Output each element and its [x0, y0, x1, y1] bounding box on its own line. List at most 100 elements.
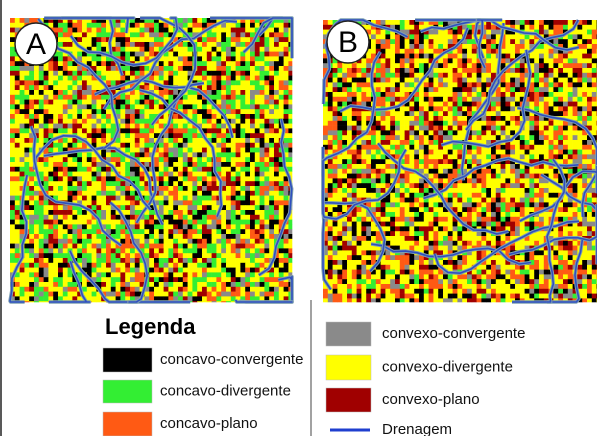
map-cell	[96, 138, 101, 143]
map-cell	[376, 39, 381, 44]
map-cell	[549, 58, 554, 63]
map-cell	[448, 97, 453, 102]
map-cell	[226, 66, 231, 71]
map-cell	[231, 162, 236, 167]
map-cell	[216, 61, 221, 66]
map-cell	[240, 244, 245, 249]
map-cell	[24, 272, 29, 277]
map-cell	[68, 28, 73, 33]
map-cell	[15, 239, 20, 244]
map-cell	[39, 272, 44, 277]
map-cell	[82, 85, 87, 90]
map-cell	[164, 215, 169, 220]
map-cell	[529, 20, 534, 25]
map-cell	[87, 287, 92, 292]
map-cell	[34, 210, 39, 215]
map-cell	[236, 287, 241, 292]
map-cell	[260, 95, 265, 100]
map-cell	[534, 63, 539, 68]
map-cell	[125, 277, 130, 282]
map-cell	[260, 128, 265, 133]
map-cell	[269, 282, 274, 287]
map-cell	[558, 82, 563, 87]
map-cell	[284, 239, 289, 244]
map-cell	[587, 34, 592, 39]
map-cell	[188, 124, 193, 129]
map-cell	[395, 68, 400, 73]
map-cell	[159, 23, 164, 28]
map-cell	[58, 114, 63, 119]
map-cell	[178, 167, 183, 172]
map-cell	[24, 76, 29, 81]
map-cell	[245, 80, 250, 85]
map-cell	[539, 25, 544, 30]
map-cell	[342, 102, 347, 107]
map-cell	[376, 63, 381, 68]
map-cell	[240, 23, 245, 28]
map-cell	[178, 205, 183, 210]
map-cell	[44, 181, 49, 186]
map-cell	[82, 263, 87, 268]
map-cell	[226, 200, 231, 205]
map-cell	[231, 191, 236, 196]
map-cell	[328, 78, 333, 83]
map-cell	[486, 78, 491, 83]
map-cell	[192, 104, 197, 109]
map-cell	[544, 54, 549, 59]
map-cell	[269, 272, 274, 277]
map-cell	[24, 200, 29, 205]
map-cell	[39, 287, 44, 292]
map-cell	[231, 143, 236, 148]
map-cell	[505, 82, 510, 87]
map-cell	[188, 152, 193, 157]
map-cell	[130, 253, 135, 258]
map-cell	[15, 253, 20, 258]
map-cell	[212, 263, 217, 268]
map-cell	[53, 90, 58, 95]
map-cell	[231, 292, 236, 297]
map-cell	[510, 68, 515, 73]
map-cell	[202, 234, 207, 239]
map-cell	[390, 87, 395, 92]
map-cell	[202, 61, 207, 66]
map-cell	[178, 18, 183, 23]
map-cell	[255, 186, 260, 191]
map-cell	[240, 272, 245, 277]
map-cell	[337, 92, 342, 97]
map-cell	[197, 109, 202, 114]
map-cell	[39, 119, 44, 124]
map-cell	[135, 234, 140, 239]
map-cell	[255, 61, 260, 66]
map-cell	[48, 287, 53, 292]
map-cell	[178, 124, 183, 129]
map-cell	[72, 186, 77, 191]
map-cell	[284, 28, 289, 33]
map-cell	[385, 54, 390, 59]
map-cell	[44, 282, 49, 287]
map-cell	[10, 114, 15, 119]
map-cell	[279, 268, 284, 273]
map-cell	[274, 210, 279, 215]
map-cell	[491, 54, 496, 59]
map-cell	[168, 152, 173, 157]
map-cell	[333, 116, 338, 121]
map-cell	[366, 97, 371, 102]
map-cell	[188, 186, 193, 191]
map-cell	[53, 292, 58, 297]
map-cell	[15, 224, 20, 229]
map-cell	[68, 239, 73, 244]
map-cell	[236, 152, 241, 157]
map-cell	[20, 119, 25, 124]
map-cell	[24, 205, 29, 210]
map-cell	[44, 157, 49, 162]
map-cell	[164, 167, 169, 172]
map-cell	[231, 56, 236, 61]
map-cell	[284, 56, 289, 61]
map-cell	[477, 130, 482, 135]
map-cell	[515, 116, 520, 121]
map-cell	[82, 76, 87, 81]
map-cell	[173, 138, 178, 143]
map-cell	[501, 130, 506, 135]
map-cell	[144, 196, 149, 201]
map-cell	[72, 234, 77, 239]
